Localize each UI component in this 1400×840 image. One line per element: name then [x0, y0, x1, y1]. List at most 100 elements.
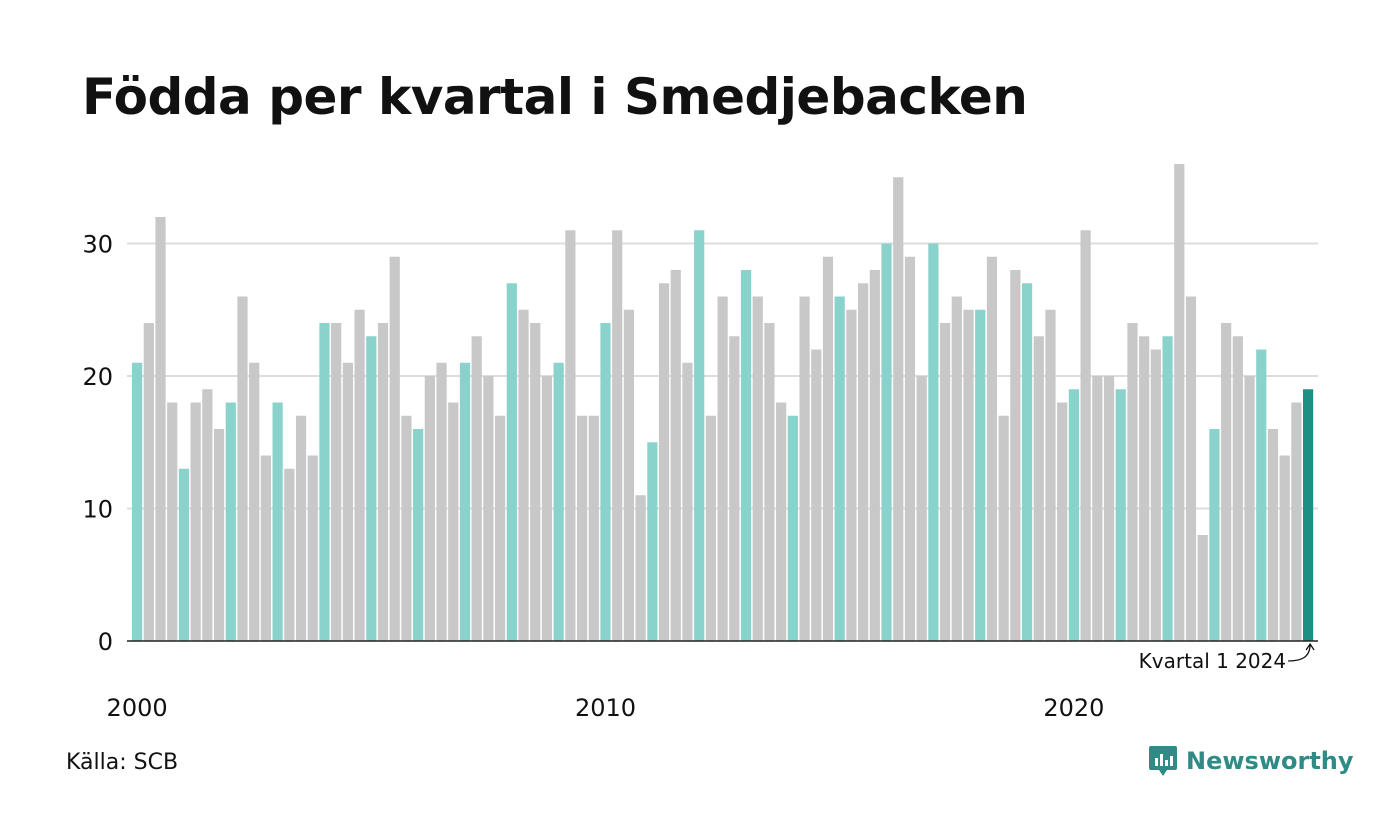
source-note: Källa: SCB — [66, 750, 179, 775]
bar — [822, 256, 834, 641]
bar — [975, 309, 986, 641]
bar — [565, 230, 576, 641]
x-axis-ticks: 2000 2010 2020 — [107, 694, 1105, 722]
bar — [951, 296, 962, 641]
bar — [1185, 296, 1197, 641]
bar — [132, 362, 143, 641]
annotation-label: Kvartal 1 2024 — [1139, 649, 1286, 673]
bar — [729, 336, 740, 641]
bar — [1068, 389, 1079, 641]
bar — [225, 402, 236, 641]
bar — [764, 323, 775, 641]
bar — [354, 309, 365, 641]
x-tick-label: 2010 — [575, 694, 636, 722]
bar — [1115, 389, 1126, 641]
brand-logo: Newsworthy — [1148, 744, 1354, 778]
bar — [682, 362, 693, 641]
bar — [424, 376, 435, 641]
bar — [893, 177, 904, 641]
bar-chart: 0 10 20 30 2000 2010 2020 Kvartal 1 2024 — [82, 164, 1318, 722]
bar — [213, 429, 225, 641]
bar — [1103, 376, 1115, 641]
bar — [377, 323, 389, 641]
bar — [928, 243, 939, 641]
bar — [1139, 336, 1150, 641]
bar — [342, 362, 353, 641]
bar — [167, 402, 178, 641]
bar — [776, 402, 787, 641]
bar — [612, 230, 623, 641]
brand-name: Newsworthy — [1186, 747, 1354, 775]
annotation: Kvartal 1 2024 — [1139, 642, 1315, 673]
bar — [576, 415, 588, 641]
bar — [916, 376, 927, 641]
bar — [1197, 535, 1208, 641]
y-tick-label: 20 — [82, 363, 113, 391]
y-tick-label: 0 — [98, 628, 113, 656]
bar — [939, 323, 951, 641]
y-tick-label: 30 — [82, 231, 113, 259]
bar — [389, 256, 400, 641]
bar — [670, 270, 681, 641]
bar — [1303, 389, 1314, 641]
bar — [1162, 336, 1173, 641]
bar — [530, 323, 541, 641]
bar — [858, 283, 869, 641]
x-tick-label: 2000 — [107, 694, 168, 722]
bar — [1221, 323, 1232, 641]
bar — [658, 283, 670, 641]
bar — [413, 429, 424, 641]
bar — [483, 376, 494, 641]
bar — [272, 402, 283, 641]
bar — [260, 455, 272, 641]
bar — [1209, 429, 1220, 641]
bar — [1021, 283, 1033, 641]
bar — [1232, 336, 1243, 641]
bar — [307, 455, 318, 641]
bar — [1256, 349, 1267, 641]
bar — [635, 495, 646, 641]
bar — [623, 309, 635, 641]
bar — [1244, 376, 1255, 641]
bar — [319, 323, 330, 641]
bar — [1291, 402, 1302, 641]
chart-title: Födda per kvartal i Smedjebacken — [82, 68, 1028, 126]
bar — [401, 415, 412, 641]
bar — [705, 415, 716, 641]
bar — [178, 468, 190, 641]
bar — [448, 402, 459, 641]
bar — [190, 402, 201, 641]
bar — [249, 362, 260, 641]
bar — [518, 309, 529, 641]
bar — [331, 323, 342, 641]
bar — [904, 256, 916, 641]
bar — [1057, 402, 1068, 641]
bar — [846, 309, 857, 641]
bar — [963, 309, 974, 641]
bar — [1045, 309, 1056, 641]
annotation-arrow — [1288, 642, 1315, 662]
x-tick-label: 2020 — [1043, 694, 1104, 722]
bar — [1127, 323, 1138, 641]
bar — [143, 323, 154, 641]
bar — [600, 323, 611, 641]
bars — [132, 164, 1314, 641]
y-tick-label: 10 — [82, 496, 113, 524]
bar — [1267, 429, 1279, 641]
bar — [1150, 349, 1161, 641]
bar — [284, 468, 295, 641]
bar — [366, 336, 377, 641]
bar — [869, 270, 880, 641]
bar — [647, 442, 658, 641]
bar — [588, 415, 599, 641]
bar — [471, 336, 482, 641]
bar — [1174, 164, 1185, 641]
bar — [881, 243, 892, 641]
bar — [459, 362, 471, 641]
newsworthy-logo-icon — [1149, 746, 1177, 776]
bar — [295, 415, 307, 641]
bar — [237, 296, 248, 641]
bar — [986, 256, 998, 641]
y-axis-ticks: 0 10 20 30 — [82, 231, 113, 657]
bar — [1279, 455, 1290, 641]
